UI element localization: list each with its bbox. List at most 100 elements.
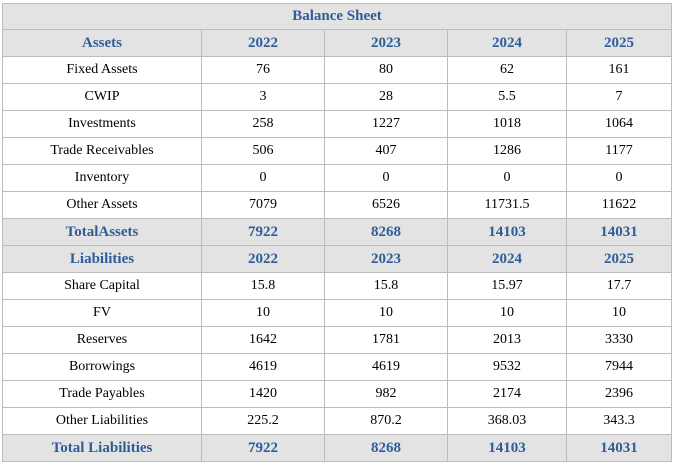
value-cell: 2022 xyxy=(201,29,325,57)
liabilities-total-row: Total Liabilities 7922 8268 14103 14031 xyxy=(2,434,673,462)
value-cell: 1227 xyxy=(324,110,448,138)
row-label-cell: Inventory xyxy=(2,164,202,192)
balance-sheet-container: Balance Sheet Assets 2022 2023 2024 2025 Fixe… xyxy=(1,3,673,462)
table-row: Other Liabilities 225.2 870.2 368.03 343.3 xyxy=(2,407,673,435)
value-cell: 2022 xyxy=(201,245,325,273)
table-row: FV 10 10 10 10 xyxy=(2,299,673,327)
value-cell: 76 xyxy=(201,56,325,84)
value-cell: 258 xyxy=(201,110,325,138)
value-cell: 0 xyxy=(565,164,673,192)
table-row: Investments 258 1227 1018 1064 xyxy=(2,110,673,138)
value-cell: 2174 xyxy=(447,380,567,408)
value-cell: 7944 xyxy=(565,353,673,381)
value-cell: 506 xyxy=(201,137,325,165)
row-label-cell: Trade Receivables xyxy=(2,137,202,165)
value-cell: 7079 xyxy=(201,191,325,219)
row-label-cell: CWIP xyxy=(2,83,202,111)
row-label-cell: Other Assets xyxy=(2,191,202,219)
value-cell: 10 xyxy=(324,299,448,327)
value-cell: 3330 xyxy=(565,326,673,354)
table-row: Trade Payables 1420 982 2174 2396 xyxy=(2,380,673,408)
table-row: Share Capital 15.8 15.8 15.97 17.7 xyxy=(2,272,673,300)
value-cell: 1420 xyxy=(201,380,325,408)
row-label-cell: FV xyxy=(2,299,202,327)
value-cell: 2396 xyxy=(565,380,673,408)
value-cell: 225.2 xyxy=(201,407,325,435)
value-cell: 1177 xyxy=(565,137,673,165)
value-cell: 1286 xyxy=(447,137,567,165)
value-cell: 2025 xyxy=(565,29,673,57)
value-cell: 1781 xyxy=(324,326,448,354)
value-cell: 368.03 xyxy=(447,407,567,435)
liabilities-header-row: Liabilities 2022 2023 2024 2025 xyxy=(2,245,673,273)
table-row: Borrowings 4619 4619 9532 7944 xyxy=(2,353,673,381)
row-label-cell: TotalAssets xyxy=(2,218,202,246)
value-cell: 15.8 xyxy=(324,272,448,300)
value-cell: 5.5 xyxy=(447,83,567,111)
row-label-cell: Borrowings xyxy=(2,353,202,381)
value-cell: 9532 xyxy=(447,353,567,381)
value-cell: 17.7 xyxy=(565,272,673,300)
value-cell: 15.8 xyxy=(201,272,325,300)
value-cell: 0 xyxy=(324,164,448,192)
value-cell: 10 xyxy=(565,299,673,327)
value-cell: 2013 xyxy=(447,326,567,354)
value-cell: 28 xyxy=(324,83,448,111)
value-cell: 4619 xyxy=(324,353,448,381)
row-label-cell: Other Liabilities xyxy=(2,407,202,435)
row-label-cell: Trade Payables xyxy=(2,380,202,408)
assets-total-row: TotalAssets 7922 8268 14103 14031 xyxy=(2,218,673,246)
value-cell: 982 xyxy=(324,380,448,408)
value-cell: 10 xyxy=(447,299,567,327)
value-cell: 4619 xyxy=(201,353,325,381)
value-cell: 6526 xyxy=(324,191,448,219)
table-title-row: Balance Sheet xyxy=(1,3,673,30)
table-row: Reserves 1642 1781 2013 3330 xyxy=(2,326,673,354)
value-cell: 2024 xyxy=(447,29,567,57)
row-label-cell: Liabilities xyxy=(2,245,202,273)
value-cell: 10 xyxy=(201,299,325,327)
value-cell: 14103 xyxy=(447,218,567,246)
value-cell: 62 xyxy=(447,56,567,84)
value-cell: 15.97 xyxy=(447,272,567,300)
row-label-cell: Investments xyxy=(2,110,202,138)
table-title: Balance Sheet xyxy=(1,3,673,30)
value-cell: 2024 xyxy=(447,245,567,273)
value-cell: 14103 xyxy=(447,434,567,462)
value-cell: 14031 xyxy=(565,218,673,246)
value-cell: 11731.5 xyxy=(447,191,567,219)
balance-sheet-table: Balance Sheet Assets 2022 2023 2024 2025 Fixe… xyxy=(1,3,673,462)
value-cell: 1018 xyxy=(447,110,567,138)
table-row: Trade Receivables 506 407 1286 1177 xyxy=(2,137,673,165)
value-cell: 343.3 xyxy=(565,407,673,435)
value-cell: 0 xyxy=(201,164,325,192)
value-cell: 0 xyxy=(447,164,567,192)
table-row: Inventory 0 0 0 0 xyxy=(2,164,673,192)
value-cell: 7 xyxy=(565,83,673,111)
value-cell: 2025 xyxy=(565,245,673,273)
value-cell: 407 xyxy=(324,137,448,165)
value-cell: 8268 xyxy=(324,434,448,462)
value-cell: 14031 xyxy=(565,434,673,462)
table-row: Fixed Assets 76 80 62 161 xyxy=(2,56,673,84)
value-cell: 1064 xyxy=(565,110,673,138)
table-row: Other Assets 7079 6526 11731.5 11622 xyxy=(2,191,673,219)
value-cell: 1642 xyxy=(201,326,325,354)
row-label-cell: Share Capital xyxy=(2,272,202,300)
value-cell: 161 xyxy=(565,56,673,84)
value-cell: 11622 xyxy=(565,191,673,219)
value-cell: 2023 xyxy=(324,29,448,57)
table-row: CWIP 3 28 5.5 7 xyxy=(2,83,673,111)
assets-header-row: Assets 2022 2023 2024 2025 xyxy=(2,29,673,57)
value-cell: 870.2 xyxy=(324,407,448,435)
row-label-cell: Fixed Assets xyxy=(2,56,202,84)
value-cell: 80 xyxy=(324,56,448,84)
value-cell: 8268 xyxy=(324,218,448,246)
value-cell: 7922 xyxy=(201,434,325,462)
row-label-cell: Reserves xyxy=(2,326,202,354)
value-cell: 3 xyxy=(201,83,325,111)
row-label-cell: Total Liabilities xyxy=(2,434,202,462)
row-label-cell: Assets xyxy=(2,29,202,57)
value-cell: 2023 xyxy=(324,245,448,273)
value-cell: 7922 xyxy=(201,218,325,246)
